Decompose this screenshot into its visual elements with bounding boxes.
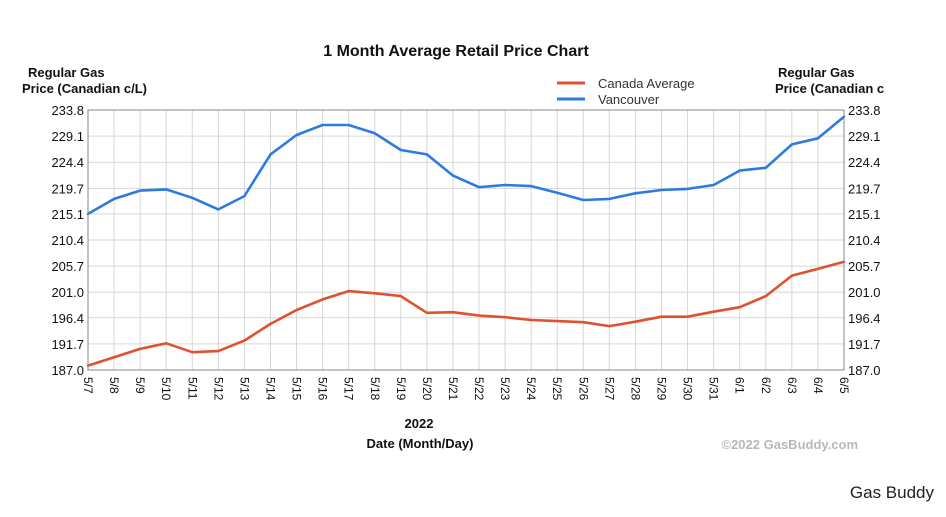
y-tick-label-right: 210.4: [848, 233, 881, 248]
plot-frame: [87, 109, 845, 371]
copyright-text: ©2022 GasBuddy.com: [722, 437, 859, 452]
y-tick-label-right: 191.7: [848, 337, 881, 352]
y-tick-label-right: 215.1: [848, 207, 881, 222]
x-tick-label: 5/24: [524, 377, 538, 401]
x-tick-label: 5/11: [185, 377, 199, 400]
x-tick-label: 5/10: [159, 377, 173, 401]
x-tick-label: 5/30: [681, 377, 695, 401]
y-tick-label-right: 201.0: [848, 285, 881, 300]
y-tick-label-right: 219.7: [848, 181, 881, 196]
x-tick-label: 5/18: [368, 377, 382, 401]
x-tick-label: 5/17: [342, 377, 356, 401]
y-tick-label-left: 219.7: [51, 181, 84, 196]
y-tick-label-left: 210.4: [51, 233, 84, 248]
x-tick-label: 6/4: [811, 377, 825, 394]
x-tick-label: 5/20: [420, 377, 434, 401]
y-tick-label-right: 205.7: [848, 259, 881, 274]
y-tick-label-left: 196.4: [51, 311, 84, 326]
x-tick-label: 5/27: [602, 377, 616, 401]
y-tick-label-left: 229.1: [51, 129, 84, 144]
x-tick-label: 5/31: [707, 377, 721, 401]
y-axis-left-title-line1: Regular Gas: [28, 65, 105, 80]
gasbuddy-watermark: Gas Buddy: [849, 483, 934, 502]
x-axis-ticks: 5/7 5/8 5/9 5/10 5/11 5/12 5/13 5/14 5/15 5/16 5/1…: [81, 377, 851, 401]
y-tick-label-left: 201.0: [51, 285, 84, 300]
x-tick-label: 5/13: [237, 377, 251, 401]
series-line-canada-average: [86, 260, 846, 367]
x-tick-label: 5/7: [81, 377, 95, 394]
y-tick-label-right: 229.1: [848, 129, 881, 144]
legend-label-canada-average: Canada Average: [598, 76, 695, 91]
y-tick-label-left: 205.7: [51, 259, 84, 274]
legend-label-vancouver: Vancouver: [598, 92, 660, 107]
y-tick-label-left: 191.7: [51, 337, 84, 352]
y-axis-right-title-line2: Price (Canadian c: [775, 81, 884, 96]
x-tick-label: 5/21: [446, 377, 460, 401]
x-tick-label: 5/9: [133, 377, 147, 394]
x-tick-label: 5/12: [211, 377, 225, 401]
x-tick-label: 5/8: [107, 377, 121, 394]
x-tick-label: 5/16: [316, 377, 330, 401]
y-axis-left-title-line2: Price (Canadian c/L): [22, 81, 147, 96]
x-tick-label: 5/22: [472, 377, 486, 401]
y-tick-label-left: 187.0: [51, 363, 84, 378]
x-tick-label: 5/23: [498, 377, 512, 401]
y-tick-label-left: 233.8: [51, 103, 84, 118]
chart-grid: [87, 109, 845, 371]
x-tick-label: 5/28: [628, 377, 642, 401]
x-tick-label: 6/3: [785, 377, 799, 394]
x-tick-label: 5/14: [263, 377, 277, 401]
y-axis-left-ticks: 187.0 191.7 196.4 201.0 205.7 210.4 215.1 219.7…: [51, 103, 84, 378]
x-axis-title: Date (Month/Day): [367, 436, 474, 451]
series-layer: [86, 115, 846, 367]
x-tick-label: 5/29: [655, 377, 669, 401]
x-tick-label: 6/1: [733, 377, 747, 394]
x-tick-label: 5/25: [550, 377, 564, 401]
x-axis-year-label: 2022: [405, 416, 434, 431]
x-tick-label: 6/2: [759, 377, 773, 394]
x-tick-label: 6/5: [837, 377, 851, 394]
series-line-vancouver: [86, 115, 846, 216]
x-tick-label: 5/19: [394, 377, 408, 401]
chart-title: 1 Month Average Retail Price Chart: [323, 43, 589, 60]
y-tick-label-right: 224.4: [848, 155, 881, 170]
y-tick-label-right: 196.4: [848, 311, 881, 326]
y-axis-right-title-line1: Regular Gas: [778, 65, 855, 80]
y-tick-label-right: 233.8: [848, 103, 881, 118]
x-tick-label: 5/15: [290, 377, 304, 401]
y-tick-label-left: 215.1: [51, 207, 84, 222]
y-axis-right-ticks: 187.0 191.7 196.4 201.0 205.7 210.4 215.1 219.7…: [848, 103, 881, 378]
x-tick-label: 5/26: [576, 377, 590, 401]
y-tick-label-right: 187.0: [848, 363, 881, 378]
y-tick-label-left: 224.4: [51, 155, 84, 170]
